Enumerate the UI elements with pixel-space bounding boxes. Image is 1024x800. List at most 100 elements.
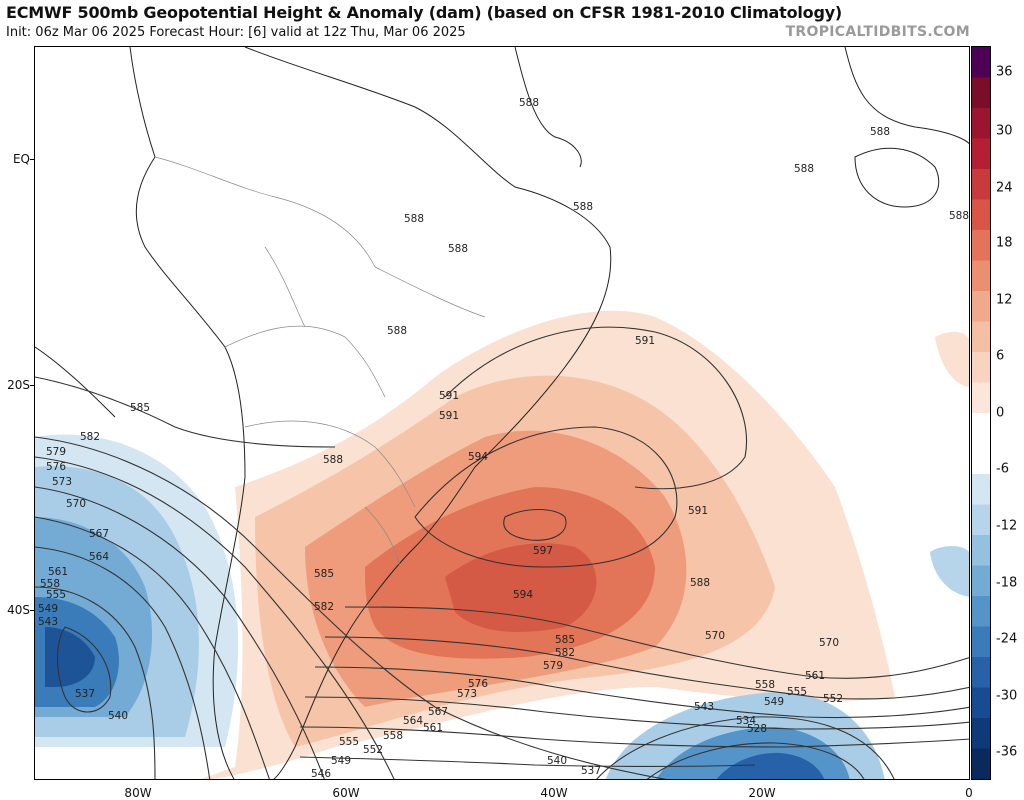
colorbar-label: -12 (996, 518, 1018, 534)
colorbar-swatch (972, 565, 990, 597)
colorbar-label: 30 (996, 123, 1013, 139)
contour-label: 552 (823, 693, 843, 705)
contour-label: 570 (705, 630, 725, 642)
colorbar-swatch (972, 169, 990, 200)
contour-label: 555 (46, 589, 66, 601)
height-contours (35, 326, 969, 779)
map-subtitle: Init: 06z Mar 06 2025 Forecast Hour: [6]… (6, 25, 466, 40)
colorbar-swatch (972, 657, 990, 688)
contour-label: 588 (870, 126, 890, 138)
colorbar-label: 36 (996, 64, 1013, 80)
lat-tick (30, 385, 34, 386)
contour-label: 537 (75, 688, 95, 700)
contour-label: 588 (573, 201, 593, 213)
contour-label: 585 (130, 402, 150, 414)
contour-label: 552 (363, 744, 383, 756)
coastlines (35, 47, 969, 779)
contour-label: 573 (52, 476, 72, 488)
contour-label: 588 (690, 577, 710, 589)
contour-label: 543 (694, 701, 714, 713)
contour-label: 588 (387, 325, 407, 337)
contour-label: 564 (403, 715, 423, 727)
colorbar-swatch (972, 77, 990, 109)
site-watermark: TROPICALTIDBITS.COM (785, 24, 970, 40)
contour-label: 564 (89, 551, 109, 563)
map-canvas: 588 588 588 588 588 588 588 588 591 591 … (35, 47, 969, 779)
contour-label: 561 (48, 566, 68, 578)
contour-label: 582 (314, 601, 334, 613)
contour-label: 567 (428, 706, 448, 718)
contour-label: 594 (468, 451, 488, 463)
colorbar-swatch (972, 504, 990, 536)
contour-label: 561 (423, 722, 443, 734)
colorbar-swatch (972, 748, 990, 780)
lon-label-60w: 60W (332, 786, 360, 800)
colorbar-swatch (972, 138, 990, 170)
contour-label: 537 (581, 765, 601, 777)
colorbar-swatch (972, 687, 990, 719)
contour-label: 582 (80, 431, 100, 443)
contour-label: 555 (339, 736, 359, 748)
contour-label: 579 (543, 660, 563, 672)
contour-label: 567 (89, 528, 109, 540)
contour-label: 585 (314, 568, 334, 580)
contour-labels: 588 588 588 588 588 588 588 588 591 591 … (38, 97, 969, 779)
contour-label: 558 (755, 679, 775, 691)
contour-label: 576 (468, 678, 488, 690)
colorbar-swatch (972, 352, 990, 383)
colorbar-swatch (972, 596, 990, 627)
contour-label: 591 (439, 410, 459, 422)
positive-anomaly-shading (200, 310, 969, 779)
lat-label-40s: 40S (7, 603, 30, 617)
colorbar-label: -36 (996, 744, 1018, 760)
contour-label: 570 (819, 637, 839, 649)
colorbar-label: 12 (996, 292, 1013, 308)
contour-label: 588 (519, 97, 539, 109)
contour-label: 549 (764, 696, 784, 708)
contour-label: 594 (513, 589, 533, 601)
colorbar-label: -30 (996, 688, 1018, 704)
colorbar-label: -6 (996, 461, 1009, 477)
contour-label: 540 (547, 755, 567, 767)
contour-label: 573 (457, 688, 477, 700)
contour-label: 549 (331, 755, 351, 767)
colorbar-swatch (972, 199, 990, 231)
contour-label: 558 (40, 578, 60, 590)
contour-label: 591 (688, 505, 708, 517)
colorbar-swatch (972, 474, 990, 505)
contour-label: 561 (805, 670, 825, 682)
colorbar-swatch (972, 230, 990, 261)
colorbar-swatch (972, 47, 990, 78)
colorbar-swatch (972, 535, 990, 566)
contour-label: 543 (38, 616, 58, 628)
lon-label-40w: 40W (540, 786, 568, 800)
colorbar-label: 6 (996, 348, 1005, 364)
lon-label-0: 0 (965, 786, 973, 800)
colorbar-label: 24 (996, 180, 1013, 196)
contour-label: 588 (323, 454, 343, 466)
contour-label: 591 (439, 390, 459, 402)
map-panel[interactable]: 588 588 588 588 588 588 588 588 591 591 … (34, 46, 970, 780)
contour-label: 555 (787, 686, 807, 698)
colorbar-label: -18 (996, 575, 1018, 591)
country-borders (154, 156, 486, 568)
lat-label-20s: 20S (7, 378, 30, 392)
colorbar-swatch (972, 413, 990, 444)
contour-label: 591 (635, 335, 655, 347)
colorbar-label: 0 (996, 405, 1005, 421)
colorbar-swatch (972, 260, 990, 292)
contour-label: 582 (555, 647, 575, 659)
contour-label: 549 (38, 603, 58, 615)
contour-label: 597 (533, 545, 553, 557)
contour-label: 534 (736, 715, 756, 727)
colorbar-label: 18 (996, 235, 1013, 251)
contour-label: 558 (383, 730, 403, 742)
negative-anomaly-shading (35, 434, 969, 779)
colorbar-swatch (972, 626, 990, 658)
map-title: ECMWF 500mb Geopotential Height & Anomal… (6, 3, 843, 22)
lat-label-eq: EQ (12, 152, 30, 166)
contour-label: 588 (448, 243, 468, 255)
colorbar-swatch (972, 443, 990, 475)
contour-label: 588 (949, 210, 969, 222)
contour-label: 576 (46, 461, 66, 473)
